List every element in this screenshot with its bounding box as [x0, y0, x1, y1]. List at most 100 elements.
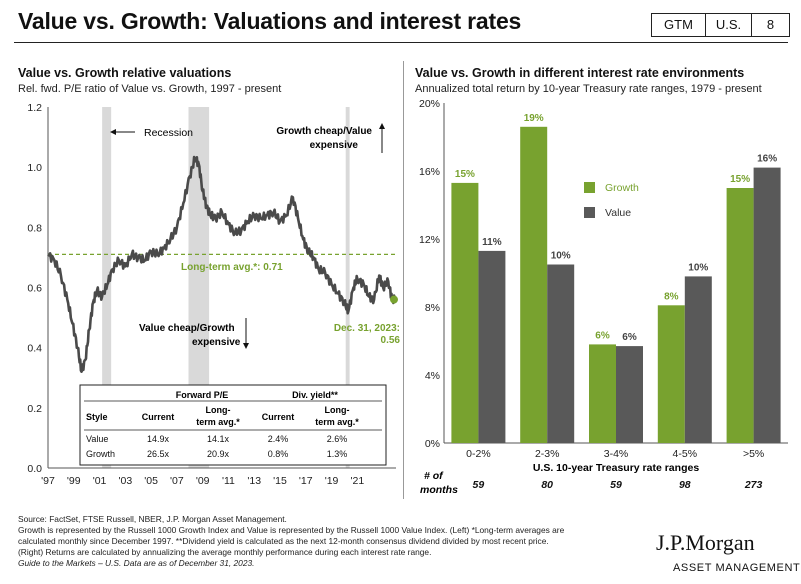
category-label: 2-3%: [535, 448, 560, 460]
y-tick-label: 0.6: [27, 283, 42, 295]
category-label: 0-2%: [466, 448, 491, 460]
bar-value-3: [684, 276, 712, 443]
y-tick-labels: 0.0 0.2 0.4 0.6 0.8 1.0 1.2: [27, 102, 42, 475]
category-label: 3-4%: [604, 448, 629, 460]
table-col-avg-pe-line2: term avg.*: [196, 417, 240, 427]
page-title: Value vs. Growth: Valuations and interes…: [18, 8, 522, 34]
left-panel-subtitle: Rel. fwd. P/E ratio of Value vs. Growth,…: [18, 83, 282, 95]
y-tick-label: 1.0: [27, 162, 42, 174]
asset-management-label: ASSET MANAGEMENT: [673, 562, 801, 574]
bar-value-0: [478, 250, 506, 443]
x-tick-label: '21: [350, 475, 364, 487]
table-frame: [79, 384, 387, 466]
recession-arrow-head: [110, 129, 116, 135]
x-tick-label: '13: [247, 475, 261, 487]
y-tick-label: 0.8: [27, 222, 42, 234]
x-tick-label: '05: [144, 475, 158, 487]
months-label-line2: months: [420, 484, 458, 496]
x-tick-label: '17: [299, 475, 313, 487]
bar-value-2: [616, 346, 643, 443]
badge-group: GTM U.S. 8: [651, 13, 790, 37]
recession-band-2: [345, 107, 350, 468]
months-label-line1: # of: [424, 470, 444, 482]
bar-growth-4: [726, 188, 754, 443]
table-group-div-yield: Div. yield**: [292, 390, 338, 400]
value-cheap-annotation-line1: Value cheap/Growth: [139, 323, 235, 334]
bars: 15% 11% 19% 10% 6% 6% 8% 10% 15% 16%: [451, 113, 781, 444]
bar-value-1: [547, 264, 575, 443]
x-tick-label: '09: [196, 475, 210, 487]
category-label: 4-5%: [673, 448, 698, 460]
table-col-avg-yield-line1: Long-: [325, 405, 350, 415]
up-arrow-head: [379, 123, 385, 129]
y-tick-label: 0.0: [27, 463, 42, 475]
table-cell: 2.4%: [268, 434, 289, 444]
endpoint-marker: [390, 295, 398, 304]
x-tick-label: '15: [273, 475, 287, 487]
footer-guide: Guide to the Markets – U.S. Data are as …: [18, 558, 255, 568]
footer-note-2: calculated monthly since December 1997. …: [18, 536, 549, 546]
months-value: 98: [679, 479, 691, 491]
y-tick-labels: 0% 4% 8% 12% 16% 20%: [419, 98, 440, 450]
footer-notes: Source: FactSet, FTSE Russell, NBER, J.P…: [18, 514, 668, 569]
table-cell: 26.5x: [147, 449, 170, 459]
bar-growth-0: [451, 182, 479, 443]
header-rule: [14, 42, 788, 43]
x-axis-title: U.S. 10-year Treasury rate ranges: [533, 462, 700, 474]
months-value: 273: [744, 479, 763, 491]
right-panel-subtitle: Annualized total return by 10-year Treas…: [415, 83, 762, 95]
table-cell: 0.8%: [268, 449, 289, 459]
table-col-style: Style: [86, 412, 108, 422]
legend-swatch-growth: [584, 182, 595, 193]
bar-value-4: [753, 167, 781, 443]
table-cell: 14.1x: [207, 434, 230, 444]
table-group-forward-pe: Forward P/E: [176, 390, 229, 400]
bar-label-value-2: 6%: [622, 332, 637, 343]
returns-bar-chart: 0%4%8%12%16%20% 15%11%19%10%6% 6%8%10%15%…: [419, 98, 788, 496]
y-tick-label: 4%: [425, 370, 440, 382]
y-tick-label: 0.4: [27, 343, 42, 355]
panel-divider: [403, 61, 404, 499]
table-cell: Growth: [86, 449, 115, 459]
table-cell: 14.9x: [147, 434, 170, 444]
x-tick-label: '99: [67, 475, 81, 487]
footer-source: Source: FactSet, FTSE Russell, NBER, J.P…: [18, 514, 287, 524]
legend-label-value: Value: [605, 207, 631, 219]
table-cell: 2.6%: [327, 434, 348, 444]
legend-swatch-value: [584, 207, 595, 218]
value-cheap-annotation-line2: expensive: [192, 337, 241, 348]
endpoint-value-label: 0.56: [381, 335, 401, 346]
y-tick-label: 0.2: [27, 403, 42, 415]
left-panel-title: Value vs. Growth relative valuations: [18, 66, 232, 80]
table-cell: Value: [86, 434, 108, 444]
table-cell: 20.9x: [207, 449, 230, 459]
table-body: Value 14.9x 14.1x 2.4% 2.6% Growth 26.5x 20.9x 0…: [86, 434, 347, 459]
bar-label-growth-4: 15%: [730, 174, 750, 185]
y-tick-label: 20%: [419, 98, 440, 110]
endpoint-date-label: Dec. 31, 2023:: [334, 323, 400, 334]
x-tick-labels: '97 '99 '01 '03 '05 '07 '09 '11 '13 '15 '17 '19 '21: [41, 475, 364, 487]
months-value: 80: [541, 479, 553, 491]
x-tick-label: '07: [170, 475, 184, 487]
growth-cheap-annotation-line2: expensive: [310, 140, 359, 151]
bar-label-growth-2: 6%: [595, 330, 610, 341]
bar-label-value-3: 10%: [688, 262, 708, 273]
bar-growth-1: [520, 126, 548, 444]
bar-label-value-0: 11%: [482, 237, 502, 248]
table-cell: 1.3%: [327, 449, 348, 459]
legend-label-growth: Growth: [605, 182, 639, 194]
right-panel-title: Value vs. Growth in different interest r…: [415, 66, 745, 80]
footer-note-3: (Right) Returns are calculated by annual…: [18, 547, 432, 557]
bar-label-value-4: 16%: [757, 154, 777, 165]
category-label: >5%: [743, 448, 764, 460]
bar-growth-2: [589, 344, 616, 443]
recession-annotation: Recession: [144, 127, 193, 139]
months-value: 59: [610, 479, 622, 491]
y-tick-label: 1.2: [27, 102, 42, 114]
bar-label-value-1: 10%: [551, 251, 571, 262]
table-col-avg-yield-line2: term avg.*: [315, 417, 359, 427]
relative-pe-line: [47, 155, 398, 373]
category-labels: 0-2% 2-3% 3-4% 4-5% >5%: [466, 448, 764, 460]
bar-growth-3: [657, 305, 685, 443]
table-col-current-yield: Current: [262, 412, 295, 422]
